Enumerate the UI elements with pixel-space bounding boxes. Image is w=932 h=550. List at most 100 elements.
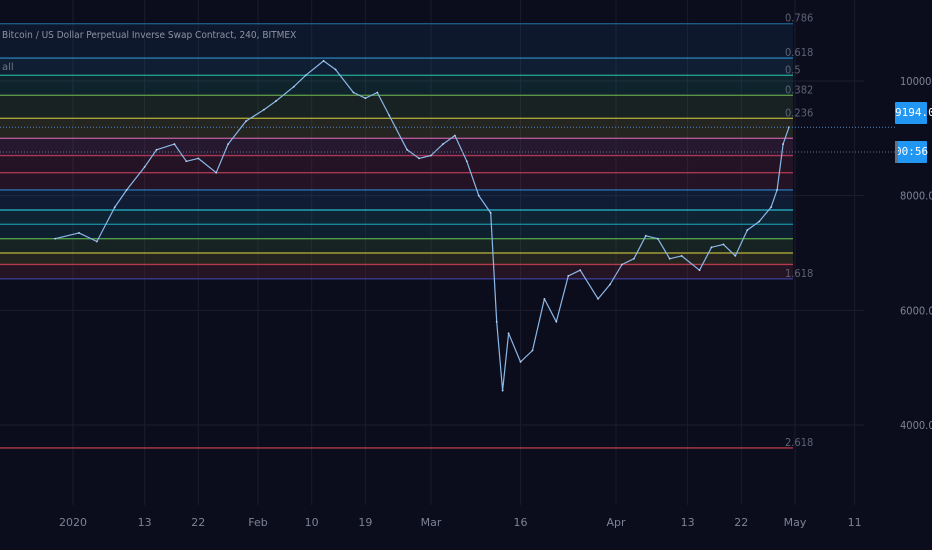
price-point [734, 254, 737, 257]
fib-zone [0, 23, 793, 59]
price-point [292, 85, 295, 88]
price-point [304, 74, 307, 77]
price-point [173, 143, 176, 145]
price-point [758, 220, 761, 223]
price-point [125, 189, 128, 191]
price-point [430, 154, 432, 157]
x-tick-label: 11 [848, 516, 862, 529]
price-point [644, 234, 647, 237]
fib-zone [0, 138, 793, 156]
fib-zone [0, 210, 793, 225]
price-point [519, 361, 522, 363]
price-point [501, 389, 504, 392]
price-point [567, 275, 570, 277]
price-point [406, 148, 409, 151]
x-tick-label: 13 [138, 516, 152, 529]
price-point [215, 171, 218, 174]
price-point [322, 60, 325, 62]
price-point [543, 297, 546, 300]
price-point [418, 157, 420, 160]
y-tick-label: 4000.0 [900, 419, 932, 432]
price-point [364, 97, 367, 100]
indicator-label: all [2, 62, 14, 73]
price-point [113, 206, 116, 209]
price-point [746, 229, 749, 231]
price-point [263, 108, 265, 111]
price-point [78, 232, 80, 234]
fib-zone [0, 75, 793, 96]
fib-level-label: 2.618 [785, 436, 813, 449]
price-point [227, 143, 230, 145]
x-tick-label: Apr [606, 516, 626, 529]
price-point [334, 68, 337, 71]
fib-level-label: 0.618 [785, 46, 813, 59]
price-point [776, 189, 778, 191]
x-tick-label: 19 [358, 516, 372, 529]
x-tick-label: 2020 [59, 516, 87, 529]
fib-zone [0, 95, 793, 119]
y-tick-label: 6000.0 [900, 304, 932, 317]
price-point [698, 269, 701, 272]
fib-zone [0, 264, 793, 279]
price-point [477, 194, 480, 197]
price-point [531, 349, 534, 352]
y-tick-label: 10000.0 [900, 75, 932, 88]
price-point [770, 206, 773, 209]
price-point [579, 269, 582, 272]
price-point [352, 91, 355, 94]
price-point [388, 114, 391, 117]
price-point [197, 157, 200, 160]
fib-zone [0, 224, 793, 239]
price-point [722, 243, 725, 246]
countdown-marker [895, 141, 898, 163]
price-point [489, 211, 492, 214]
price-point [376, 91, 379, 94]
price-point [680, 254, 683, 257]
price-point [507, 332, 510, 335]
price-point [155, 148, 158, 151]
fib-level-label: 1.618 [785, 267, 813, 280]
price-line [54, 60, 790, 392]
chart-title: Bitcoin / US Dollar Perpetual Inverse Sw… [2, 30, 297, 41]
price-point [465, 160, 468, 163]
x-tick-label: Mar [421, 516, 442, 529]
x-tick-label: 13 [681, 516, 695, 529]
price-point [495, 320, 498, 323]
price-point [668, 257, 671, 260]
fib-level-label: 0.786 [785, 12, 813, 25]
fib-zone [0, 155, 793, 173]
price-point [274, 100, 277, 102]
last-price-badge: 9194.0 [895, 102, 932, 124]
price-point [710, 246, 713, 249]
price-point [609, 283, 611, 286]
fib-level-label: 0.382 [785, 83, 813, 96]
price-point [245, 120, 247, 123]
price-point [782, 143, 784, 145]
x-tick-label: May [784, 516, 807, 529]
x-tick-label: 16 [514, 516, 528, 529]
x-tick-label: 22 [191, 516, 205, 529]
x-tick-label: 22 [734, 516, 748, 529]
price-point [95, 240, 98, 243]
fib-zone [0, 189, 793, 210]
fib-level-label: 0.5 [785, 63, 801, 76]
price-point [143, 166, 146, 168]
price-point [621, 263, 623, 266]
price-point [54, 237, 56, 240]
fib-zone [0, 238, 793, 253]
price-point [453, 134, 456, 137]
price-point [185, 160, 188, 163]
fib-level-label: 0.236 [785, 106, 813, 119]
price-point [442, 143, 444, 145]
fib-zone [0, 58, 793, 76]
price-point [555, 320, 558, 323]
price-point [632, 257, 635, 260]
x-tick-label: Feb [248, 516, 267, 529]
countdown-badge: 00:56 [895, 141, 928, 163]
price-point [656, 237, 659, 240]
fib-zone [0, 253, 793, 265]
fib-zone [0, 172, 793, 190]
x-tick-label: 10 [305, 516, 319, 529]
